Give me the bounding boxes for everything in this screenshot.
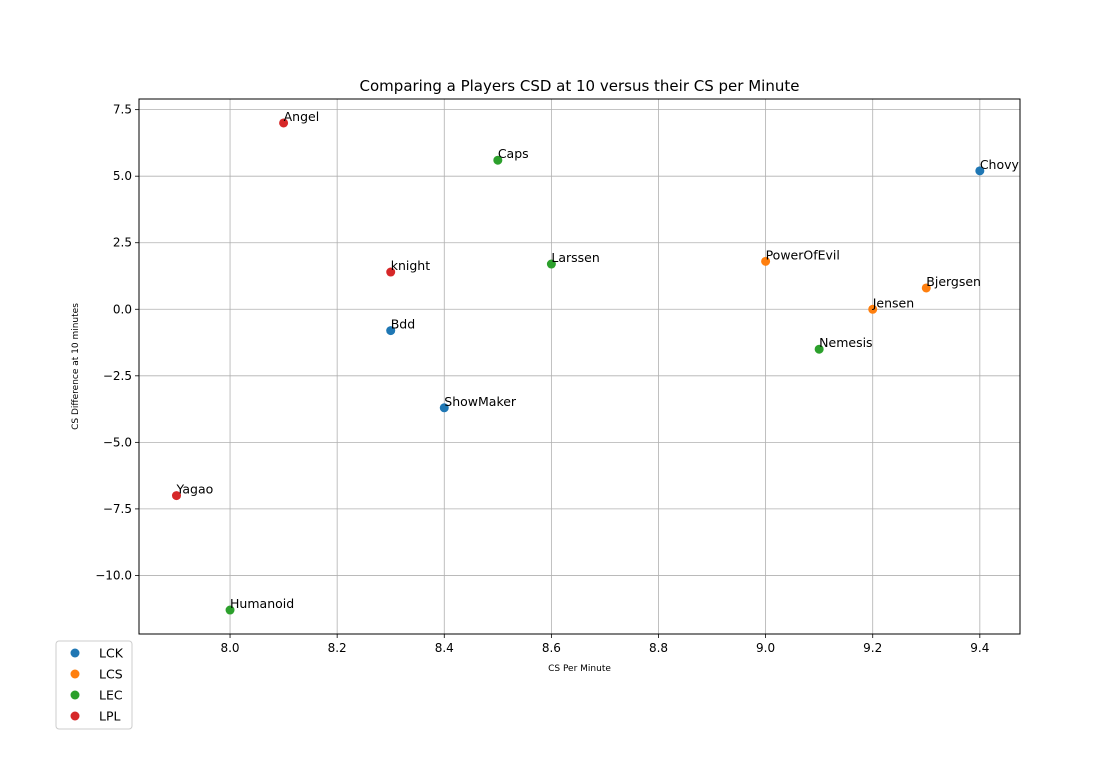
point-label: ShowMaker — [444, 394, 517, 409]
x-axis-label: CS Per Minute — [548, 664, 611, 674]
y-tick-label: 2.5 — [113, 236, 132, 250]
x-tick-label: 8.6 — [542, 641, 561, 655]
legend-label: LPL — [99, 709, 121, 724]
point-label: Humanoid — [230, 596, 294, 611]
chart-title: Comparing a Players CSD at 10 versus the… — [360, 77, 800, 95]
data-point — [225, 605, 235, 615]
x-tick-label: 8.4 — [435, 641, 454, 655]
point-label: Larssen — [551, 250, 599, 265]
y-axis-label: CS Difference at 10 minutes — [71, 303, 81, 430]
point-label: Yagao — [175, 482, 213, 497]
data-point — [171, 491, 181, 501]
y-tick-label: 0.0 — [113, 302, 132, 316]
point-label: Nemesis — [819, 335, 872, 350]
data-point — [761, 256, 771, 266]
point-label: Bdd — [391, 317, 415, 332]
point-label: Angel — [284, 109, 320, 124]
point-label: Jensen — [872, 295, 914, 310]
y-tick-label: −7.5 — [103, 502, 132, 516]
legend-marker — [70, 669, 80, 679]
data-point — [439, 403, 449, 413]
x-tick-label: 9.4 — [970, 641, 989, 655]
y-tick-label: −10.0 — [95, 568, 132, 582]
legend-marker — [70, 711, 80, 721]
point-label: knight — [391, 258, 430, 273]
data-point — [386, 326, 396, 336]
legend-marker — [70, 648, 80, 658]
point-label: Chovy — [980, 157, 1020, 172]
data-point — [921, 283, 931, 293]
legend-marker — [70, 690, 80, 700]
ticks-layer: 8.0 8.2 8.4 8.6 8.8 9.0 9.2 9.4 −10.0 −7.5 −5.0 −2.… — [95, 103, 989, 655]
point-label: Bjergsen — [926, 274, 981, 289]
data-point — [546, 259, 556, 269]
y-tick-label: −2.5 — [103, 369, 132, 383]
legend-label: LCS — [99, 667, 123, 682]
legend: LCK LCS LEC LPL — [55, 640, 133, 730]
data-point — [814, 344, 824, 354]
x-tick-label: 8.8 — [649, 641, 668, 655]
x-tick-label: 8.2 — [328, 641, 347, 655]
x-tick-label: 9.0 — [756, 641, 775, 655]
legend-box — [55, 640, 133, 730]
points-layer: Chovy Bdd ShowMaker PowerOfEvil Bjergsen Jens… — [171, 109, 1020, 615]
y-tick-label: 7.5 — [113, 103, 132, 117]
legend-label: LCK — [99, 646, 124, 661]
y-tick-label: 5.0 — [113, 169, 132, 183]
data-point — [975, 166, 985, 176]
data-point — [868, 304, 878, 314]
legend-label: LEC — [99, 688, 123, 703]
data-point — [493, 155, 503, 165]
data-point — [386, 267, 396, 277]
y-tick-label: −5.0 — [103, 435, 132, 449]
point-label: Caps — [498, 146, 529, 161]
x-tick-label: 8.0 — [220, 641, 239, 655]
point-label: PowerOfEvil — [766, 247, 840, 262]
x-tick-label: 9.2 — [863, 641, 882, 655]
data-point — [279, 118, 289, 128]
grid-layer — [139, 99, 1020, 634]
plot-frame — [138, 98, 1021, 635]
